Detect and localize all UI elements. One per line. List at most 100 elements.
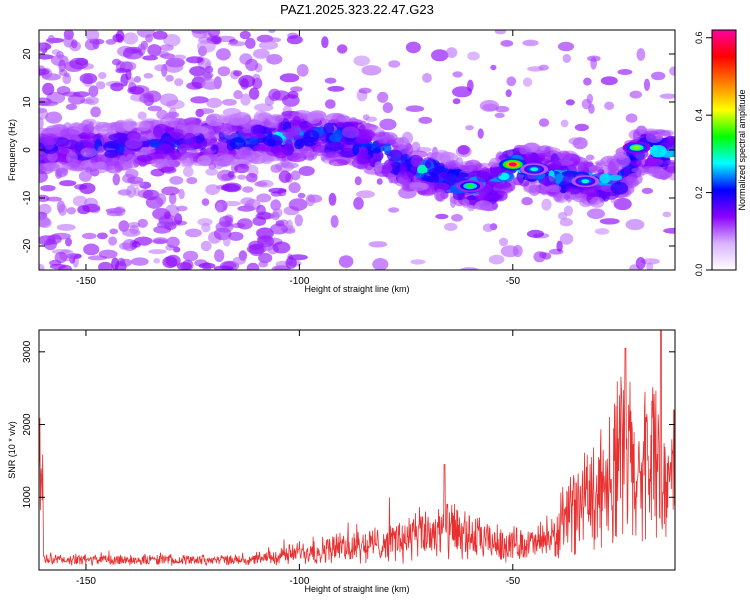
spectrogram-cell <box>560 119 569 128</box>
spectrogram-cell <box>98 261 113 270</box>
spectrogram-cell <box>479 100 500 112</box>
spectrogram-cell <box>221 98 237 106</box>
spectrogram-cell <box>266 138 276 147</box>
spectrogram-x-label: Height of straight line (km) <box>304 284 409 294</box>
spectrogram-cell <box>401 171 414 180</box>
spectrogram-cell <box>290 125 302 135</box>
spectrogram-cell <box>559 233 574 245</box>
spectrogram-cell <box>477 128 484 139</box>
spectrogram-cell <box>353 55 371 67</box>
spectrogram-cell <box>646 262 654 270</box>
snr-x-tick-label: -150 <box>76 576 96 587</box>
spectrogram-cell <box>198 262 216 269</box>
spectrogram-cell <box>156 50 170 57</box>
spectrogram-cell <box>39 170 48 183</box>
spectrogram-cell <box>305 194 316 207</box>
spectrogram-cell <box>410 259 426 265</box>
spectrogram-cell <box>340 147 356 158</box>
spectrogram-cells <box>39 30 675 270</box>
spectrogram-cell <box>353 197 364 210</box>
colorbar-scale <box>711 29 737 271</box>
snr-y-ticks: 1000 2000 3000 <box>22 340 675 508</box>
spectrogram-cell <box>233 90 243 100</box>
spectrogram-cell <box>206 97 223 108</box>
spectrogram-cell <box>122 61 137 71</box>
spectrogram-cell <box>82 232 97 240</box>
spectrogram-cell <box>288 198 308 211</box>
spectrogram-cell <box>500 40 514 47</box>
spectrogram-cell <box>661 160 669 170</box>
spectrogram-x-ticks: -150 -100 -50 <box>76 30 521 287</box>
spectrogram-cell <box>297 192 306 199</box>
spectrogram-cell <box>174 78 184 87</box>
spectrogram-cell <box>234 163 250 174</box>
spectrogram-cell <box>626 173 643 186</box>
spectrogram-cell <box>125 68 132 81</box>
spectrogram-cell <box>152 239 168 245</box>
spectrogram-cell <box>519 144 529 155</box>
spectrogram-cell <box>341 126 360 139</box>
spectrogram-cell <box>185 228 202 238</box>
spectrogram-cell <box>160 166 177 174</box>
spectrogram-cell <box>157 221 172 229</box>
spectrogram-cell <box>65 237 72 247</box>
spectrogram-cell <box>336 44 348 54</box>
spectrogram-cell <box>242 186 254 193</box>
spectrogram-cell <box>56 137 70 147</box>
spectrogram-cell <box>662 211 672 218</box>
spectrogram-cell <box>490 64 497 71</box>
spectrogram-cell <box>663 227 675 234</box>
spectrogram-cell <box>460 267 479 270</box>
spectrogram-cell <box>411 141 421 153</box>
spectrogram-cell <box>147 105 163 112</box>
spectrogram-cell <box>279 73 300 83</box>
spectrogram-cell <box>590 196 605 208</box>
spectrogram-cell <box>482 223 494 232</box>
spectrogram-cell <box>587 55 601 62</box>
spectrogram-cell <box>376 178 383 185</box>
spectrogram-cell <box>39 54 54 60</box>
colorbar-tick-label: 0.6 <box>694 31 704 44</box>
snr-y-label: SNR (10 * v/v) <box>7 421 17 479</box>
snr-series-line <box>39 330 675 567</box>
spectrogram-cell <box>42 82 55 96</box>
spectrogram-cell <box>70 160 80 170</box>
spectrogram-cell <box>528 184 541 197</box>
spectrogram-cell <box>152 30 168 40</box>
spectrogram-cell <box>115 30 125 43</box>
spectrogram-cell <box>63 72 70 78</box>
spectrogram-cell <box>527 66 544 72</box>
spectrogram-cell <box>607 174 623 181</box>
spectrogram-cell <box>354 176 362 186</box>
spectrogram-cell <box>164 60 184 73</box>
spectrogram-cell <box>237 146 255 160</box>
spectrogram-cell <box>65 103 78 111</box>
spectrogram-cell <box>568 137 582 145</box>
spectrogram-cell <box>452 86 472 98</box>
spectrogram-cell <box>372 258 389 270</box>
spectrogram-cell <box>245 58 259 72</box>
spectrogram-cell <box>166 236 180 248</box>
spectrogram-cell <box>228 117 246 126</box>
spectrogram-cell <box>123 32 139 45</box>
spectrogram-cell <box>126 153 135 162</box>
spectrogram-cell <box>66 207 77 215</box>
spectrogram-cell <box>287 90 299 99</box>
spectrogram-cell <box>56 223 76 231</box>
spectrogram-cell <box>379 118 397 131</box>
spectrogram-y-tick-label: 0 <box>22 147 33 153</box>
spectrogram-cell <box>250 124 264 135</box>
spectrogram-cell <box>78 170 92 182</box>
spectrogram-cell <box>266 54 283 65</box>
spectrogram-x-tick-label: -50 <box>506 276 521 287</box>
spectrogram-cell <box>46 196 62 202</box>
spectrogram-cell <box>522 153 541 166</box>
spectrogram-cell <box>112 173 121 186</box>
spectrogram-cell <box>365 116 377 122</box>
spectrogram-cell <box>165 254 181 267</box>
spectrogram-cell <box>408 150 428 158</box>
spectrogram-cell <box>258 252 273 264</box>
spectrogram-cell <box>105 162 124 174</box>
spectrogram-cell <box>462 198 470 208</box>
spectrogram-cell <box>521 197 533 206</box>
